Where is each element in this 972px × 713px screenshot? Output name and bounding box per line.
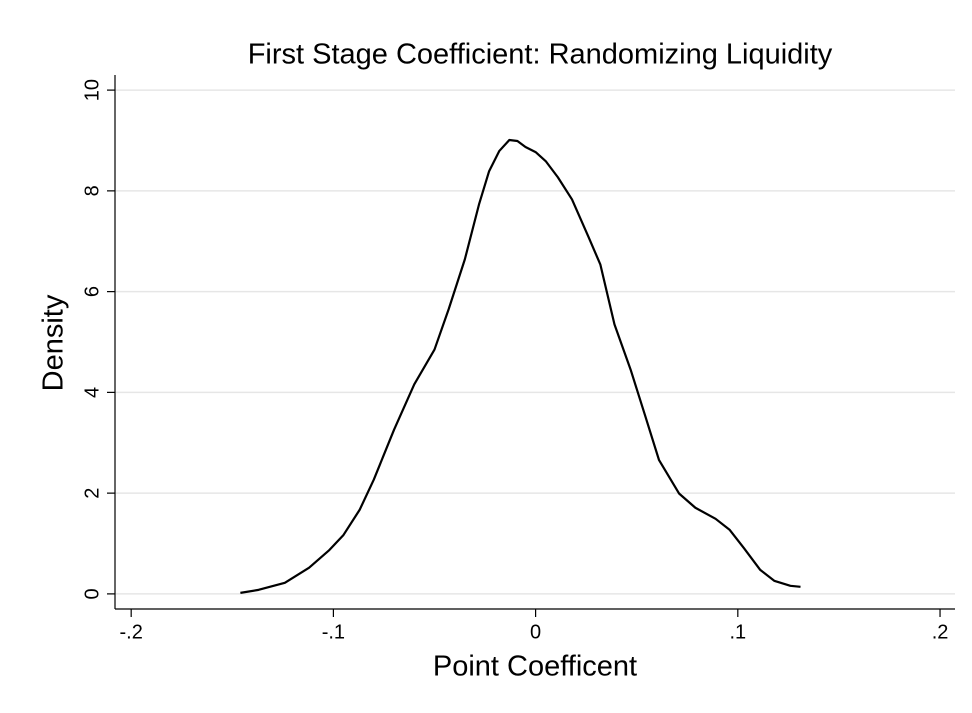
x-tick-label: -.1	[322, 621, 345, 643]
y-tick-label: 10	[81, 79, 103, 101]
chart-title: First Stage Coefficient: Randomizing Liq…	[248, 39, 833, 71]
y-tick-label: 0	[81, 588, 103, 599]
y-tick-label: 2	[81, 488, 103, 499]
x-tick-label: -.2	[120, 621, 143, 643]
y-tick-label: 4	[81, 387, 103, 398]
density-line	[240, 138, 801, 594]
y-axis-label: Density	[38, 294, 70, 391]
x-tick-label: .2	[932, 621, 949, 643]
y-tick-label: 8	[81, 185, 103, 196]
x-axis-label: Point Coefficent	[433, 651, 637, 683]
x-tick-label: .1	[729, 621, 746, 643]
x-tick-label: 0	[530, 621, 541, 643]
y-tick-label: 6	[81, 286, 103, 297]
